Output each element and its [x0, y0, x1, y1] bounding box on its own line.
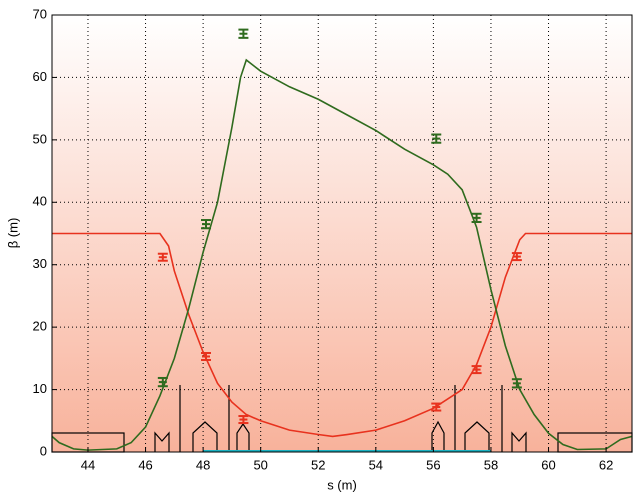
measurement: [238, 28, 249, 39]
y-tick-label: 10: [33, 381, 47, 396]
x-tick-label: 62: [599, 457, 613, 472]
x-tick-label: 44: [81, 457, 95, 472]
x-tick-label: 56: [426, 457, 440, 472]
beta-line: [52, 232, 632, 438]
x-tick-label: 48: [196, 457, 210, 472]
measurement: [471, 212, 482, 224]
x-tick-label: 60: [541, 457, 555, 472]
y-axis-label: β (m): [5, 218, 20, 249]
x-tick-label: 54: [369, 457, 383, 472]
y-tick-label: 30: [33, 256, 47, 271]
y-tick-label: 60: [33, 69, 47, 84]
y-tick-label: 70: [33, 6, 47, 21]
x-tick-label: 52: [311, 457, 325, 472]
x-tick-label: 46: [138, 457, 152, 472]
x-tick-label: 58: [484, 457, 498, 472]
y-tick-label: 20: [33, 319, 47, 334]
x-tick-label: 50: [253, 457, 267, 472]
y-tick-label: 0: [40, 443, 47, 458]
beta-line: [51, 58, 633, 451]
y-tick-label: 50: [33, 131, 47, 146]
x-axis-label: s (m): [327, 477, 357, 492]
measurement: [431, 402, 442, 412]
measurement: [157, 252, 168, 262]
measurement: [431, 133, 442, 144]
measurement: [511, 252, 522, 262]
measurement: [200, 219, 211, 230]
measurement: [471, 365, 482, 375]
measurement: [200, 351, 211, 361]
measurement: [238, 415, 249, 425]
plot: [51, 28, 633, 452]
axes-frame: [51, 14, 633, 453]
y-tick-label: 40: [33, 194, 47, 209]
measurement: [511, 378, 522, 389]
measurement: [157, 376, 168, 388]
